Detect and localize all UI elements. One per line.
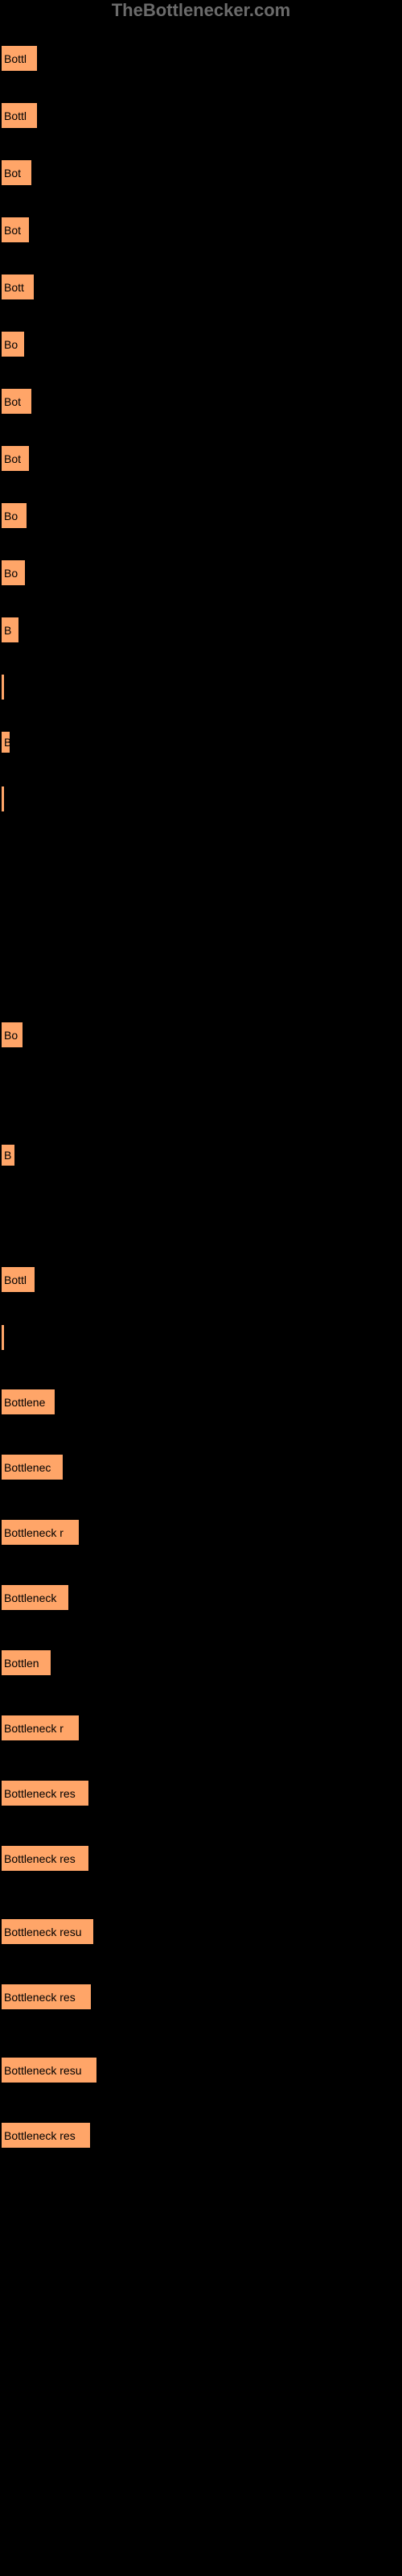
- bar-label: Bottlen: [4, 1657, 39, 1670]
- bar-item: Bottl: [0, 101, 39, 130]
- bar: B: [0, 1143, 16, 1167]
- bar-item: Bo: [0, 559, 27, 587]
- bar-label: Bo: [4, 567, 18, 580]
- bar: Bottl: [0, 1265, 36, 1294]
- bar-item: Bottleneck resu: [0, 2056, 98, 2084]
- bar-label: Bot: [4, 167, 21, 180]
- bar: Bot: [0, 159, 33, 187]
- bar: Bottleneck res: [0, 1779, 90, 1807]
- bar-item: Bottleneck resu: [0, 1918, 95, 1946]
- bar-item: Bottleneck r: [0, 1714, 80, 1742]
- bar-item: Bottleneck res: [0, 1779, 90, 1807]
- bar-item: Bottleneck res: [0, 2121, 92, 2149]
- bar-label: Bot: [4, 395, 21, 408]
- bar: [0, 785, 6, 813]
- bar-label: Bottleneck: [4, 1591, 56, 1604]
- header-title: TheBottlenecker.com: [112, 0, 291, 20]
- bar: Bo: [0, 559, 27, 587]
- page-header: TheBottlenecker.com: [0, 0, 402, 24]
- bar-label: Bottleneck res: [4, 1787, 76, 1800]
- bar-item: Bottleneck res: [0, 1844, 90, 1872]
- bar: Bott: [0, 273, 35, 301]
- bar: B: [0, 730, 11, 754]
- bar: Bottleneck resu: [0, 2056, 98, 2084]
- bar-item: Bottleneck: [0, 1583, 70, 1612]
- bar-item: Bottlenec: [0, 1453, 64, 1481]
- bar-item: Bottleneck res: [0, 1983, 92, 2011]
- bar-item: Bot: [0, 444, 31, 473]
- bar-label: B: [4, 624, 11, 637]
- bar-label: Bott: [4, 281, 24, 294]
- bar: Bottleneck res: [0, 1983, 92, 2011]
- bar: Bottleneck r: [0, 1714, 80, 1742]
- bar-label: Bot: [4, 224, 21, 237]
- bar-item: Bo: [0, 502, 28, 530]
- bar-item: Bo: [0, 1021, 24, 1049]
- bar: Bot: [0, 387, 33, 415]
- bar: Bottleneck res: [0, 1844, 90, 1872]
- bar-label: Bottl: [4, 52, 27, 65]
- bar-label: Bottleneck resu: [4, 1926, 82, 1938]
- bar: [0, 1323, 6, 1352]
- bar-label: Bottlene: [4, 1396, 45, 1409]
- bar: Bot: [0, 444, 31, 473]
- bar-item: [0, 1323, 6, 1352]
- bar-item: Bo: [0, 330, 26, 358]
- bar-label: Bottl: [4, 1274, 27, 1286]
- bar: Bottleneck resu: [0, 1918, 95, 1946]
- bar-label: Bot: [4, 452, 21, 465]
- bar: Bo: [0, 330, 26, 358]
- bar: Bottl: [0, 44, 39, 72]
- bar-item: Bott: [0, 273, 35, 301]
- bar-item: B: [0, 730, 11, 754]
- bar-item: Bot: [0, 216, 31, 244]
- bar-item: [0, 785, 6, 813]
- bar-item: Bottl: [0, 44, 39, 72]
- bar: B: [0, 616, 20, 644]
- bar-item: B: [0, 1143, 16, 1167]
- bar-label: Bottleneck res: [4, 1991, 76, 2004]
- bar-item: Bottleneck r: [0, 1518, 80, 1546]
- bar: Bot: [0, 216, 31, 244]
- bar: Bottleneck r: [0, 1518, 80, 1546]
- bar-label: Bottleneck res: [4, 2129, 76, 2142]
- bar-label: Bottlenec: [4, 1461, 51, 1474]
- bar-label: Bo: [4, 510, 18, 522]
- bar-item: Bottl: [0, 1265, 36, 1294]
- bar-label: Bottleneck resu: [4, 2064, 82, 2077]
- bar-label: Bo: [4, 338, 18, 351]
- bar-item: Bot: [0, 387, 33, 415]
- bar-label: Bo: [4, 1029, 18, 1042]
- bar-label: Bottleneck r: [4, 1526, 64, 1539]
- bar-item: Bottlene: [0, 1388, 56, 1416]
- bar: Bottlene: [0, 1388, 56, 1416]
- bar-item: Bot: [0, 159, 33, 187]
- bar-item: Bottlen: [0, 1649, 52, 1677]
- bar-label: Bottleneck r: [4, 1722, 64, 1735]
- bar: Bottlenec: [0, 1453, 64, 1481]
- bar-label: Bottl: [4, 109, 27, 122]
- bar: [0, 673, 6, 701]
- bar-label: B: [4, 1149, 11, 1162]
- bar-item: [0, 673, 6, 701]
- bar-label: Bottleneck res: [4, 1852, 76, 1865]
- bar: Bottl: [0, 101, 39, 130]
- bar-item: B: [0, 616, 20, 644]
- bar: Bottlen: [0, 1649, 52, 1677]
- bar: Bo: [0, 502, 28, 530]
- bar-label: B: [4, 736, 11, 749]
- bar: Bo: [0, 1021, 24, 1049]
- bar: Bottleneck: [0, 1583, 70, 1612]
- bar: Bottleneck res: [0, 2121, 92, 2149]
